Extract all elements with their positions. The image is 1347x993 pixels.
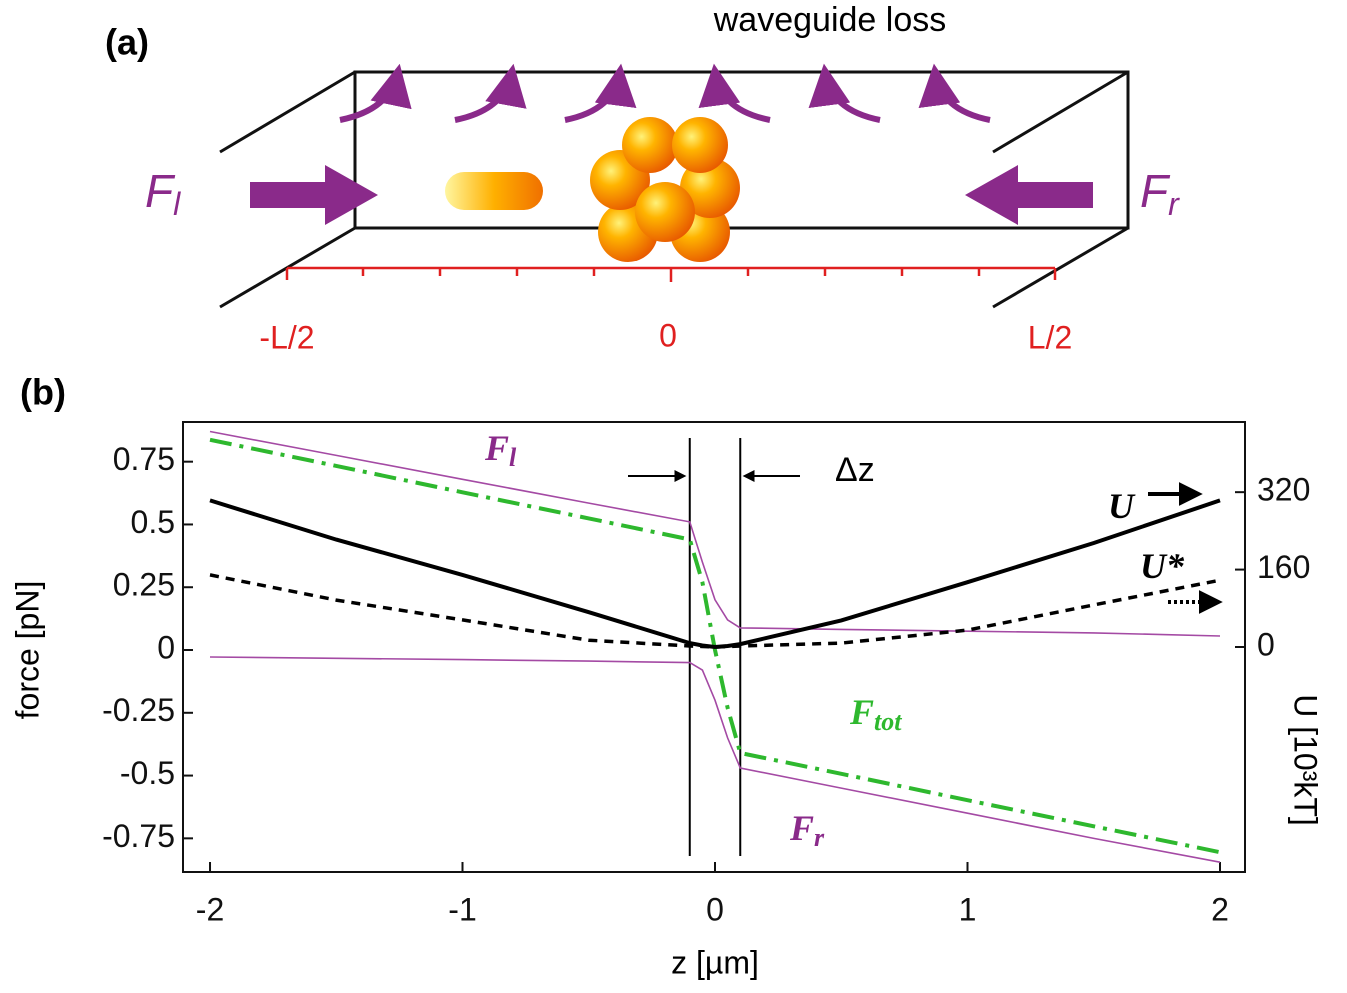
label-text: U — [1108, 486, 1136, 526]
ruler-label: L/2 — [1028, 319, 1072, 355]
text: F — [145, 165, 176, 217]
y2-tick-label: 0 — [1257, 626, 1275, 662]
x-tick-label: 2 — [1211, 891, 1229, 927]
page: (a) waveguide loss — [0, 0, 1347, 993]
label-text: F — [789, 808, 814, 848]
figure: (a) waveguide loss — [0, 0, 1347, 993]
label-subscript: tot — [874, 707, 902, 736]
y-tick-label: -0.25 — [102, 692, 175, 728]
loss-label: waveguide loss — [713, 1, 946, 39]
panel-label: (a) — [105, 22, 149, 63]
series-line — [210, 575, 1220, 647]
y-tick-label: 0.25 — [113, 567, 175, 603]
y-axis-title: force [pN] — [9, 581, 45, 720]
x-axis-title: z [µm] — [671, 944, 759, 980]
delta-label: Δz — [835, 451, 875, 489]
series-label: Fr — [789, 808, 825, 852]
x-tick-label: -1 — [448, 891, 476, 927]
series-line — [210, 432, 1220, 637]
subscript: r — [1168, 186, 1180, 222]
position-ruler — [287, 268, 1055, 282]
series-line — [210, 500, 1220, 647]
y2-tick-label: 160 — [1257, 549, 1310, 585]
force-right-label: Fr — [1140, 165, 1180, 222]
text: F — [1140, 165, 1171, 217]
y-tick-label: 0.5 — [131, 504, 175, 540]
y-tick-label: -0.5 — [120, 755, 175, 791]
series-label: U* — [1140, 546, 1185, 586]
y2-axis-title: U [10³kT] — [1288, 694, 1324, 826]
y-tick-label: 0.75 — [113, 441, 175, 477]
label-text: U* — [1140, 546, 1185, 586]
series-line — [210, 657, 1220, 862]
cell-cluster — [590, 117, 740, 262]
subscript: l — [173, 186, 181, 222]
label-subscript: l — [509, 443, 517, 472]
x-tick-label: -2 — [196, 891, 224, 927]
x-tick-label: 1 — [959, 891, 977, 927]
cell-rod — [445, 172, 543, 210]
ruler-label: -L/2 — [259, 319, 314, 355]
y2-tick-label: 320 — [1257, 472, 1310, 508]
label-text: F — [484, 428, 509, 468]
series-label: Fl — [484, 428, 517, 472]
label-text: F — [849, 692, 874, 732]
chart: (b) force [pN] U [10³kT] z [µm] Δz 0.75 0… — [9, 372, 1323, 981]
diagram: (a) waveguide loss — [105, 1, 1180, 355]
series-label: U — [1108, 486, 1136, 526]
x-tick-label: 0 — [706, 891, 724, 927]
panel-label: (b) — [20, 372, 66, 413]
series-label: Ftot — [849, 692, 902, 736]
ruler-label: 0 — [659, 317, 677, 353]
y-tick-label: -0.75 — [102, 818, 175, 854]
y-tick-label: 0 — [157, 629, 175, 665]
force-left-label: Fl — [145, 165, 181, 222]
loss-arrows — [340, 72, 990, 120]
label-subscript: r — [814, 823, 825, 852]
